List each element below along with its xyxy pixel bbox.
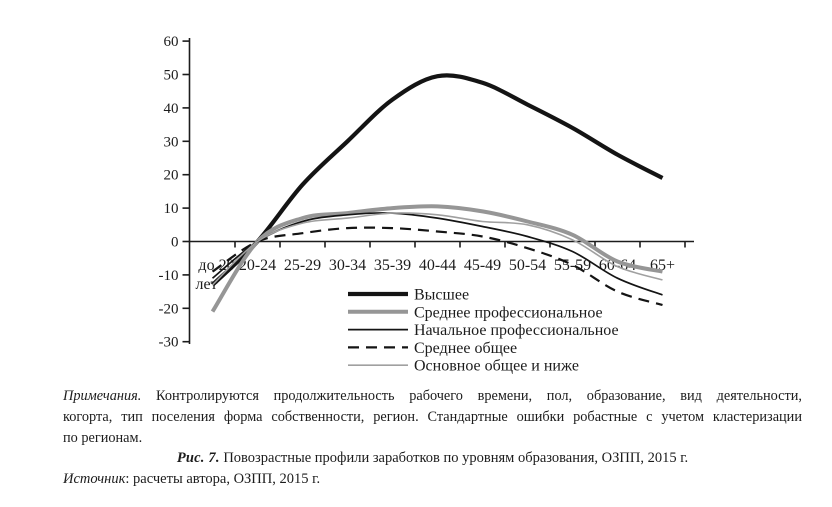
- notes-label: Примечания.: [63, 388, 142, 404]
- source-label: Источник: [63, 471, 126, 487]
- legend-label-3: Среднее общее: [414, 340, 517, 357]
- figure-caption: Рис. 7. Повозрастные профили заработков …: [63, 450, 802, 467]
- x-tick-label: 40-44: [419, 257, 456, 274]
- legend-label-4: Основное общее и ниже: [414, 358, 579, 375]
- notes-line-1: Примечания. Контролируются продолжительн…: [63, 386, 802, 407]
- x-tick-label: 45-49: [464, 257, 501, 274]
- series-line-1: [210, 204, 663, 313]
- y-tick-label: 20: [164, 168, 179, 184]
- y-tick-label: 60: [164, 34, 179, 50]
- caption-label: Рис. 7.: [176, 450, 220, 466]
- y-tick-label: 50: [164, 68, 179, 84]
- y-tick-label: 10: [164, 201, 179, 217]
- series-line-2: [211, 212, 663, 296]
- y-tick-label: 30: [164, 134, 179, 150]
- y-tick-label: 40: [164, 101, 179, 117]
- figure-source: Источник: расчеты автора, ОЗПП, 2015 г.: [63, 471, 802, 488]
- x-tick-label: 20-24: [239, 257, 276, 274]
- figure-notes: Примечания. Контролируются продолжительн…: [63, 386, 802, 449]
- caption-text: Повозрастные профили заработков по уровн…: [219, 450, 689, 466]
- notes-line-3: по регионам.: [63, 430, 143, 446]
- notes-line-1-text: Контролируются продолжительность рабочег…: [141, 388, 802, 404]
- legend-label-0: Высшее: [414, 287, 469, 304]
- legend-label-1: Среднее профессиональное: [414, 304, 603, 321]
- y-tick-label: 0: [171, 235, 179, 251]
- legend-label-2: Начальное профессиональное: [414, 322, 619, 339]
- x-tick-label: 35-39: [374, 257, 411, 274]
- y-tick-label: -30: [159, 335, 179, 351]
- notes-line-2: когорта, тип поселения форма собственнос…: [63, 409, 802, 425]
- y-tick-label: -20: [159, 301, 179, 317]
- x-tick-label: 50-54: [509, 257, 546, 274]
- x-tick-label: до 20 лет: [195, 257, 234, 293]
- earnings-profile-chart: 60 50 40 30 20 10 0 -10 -20 -30 до 20 лет 20-24 25-29…: [159, 34, 694, 375]
- series-line-4: [211, 212, 663, 286]
- x-tick-label: 30-34: [329, 257, 366, 274]
- series-line-3: [211, 226, 663, 307]
- x-tick-label: 25-29: [284, 257, 321, 274]
- source-text: : расчеты автора, ОЗПП, 2015 г.: [125, 471, 321, 487]
- series-line-0: [211, 73, 664, 287]
- y-tick-label: -10: [159, 268, 179, 284]
